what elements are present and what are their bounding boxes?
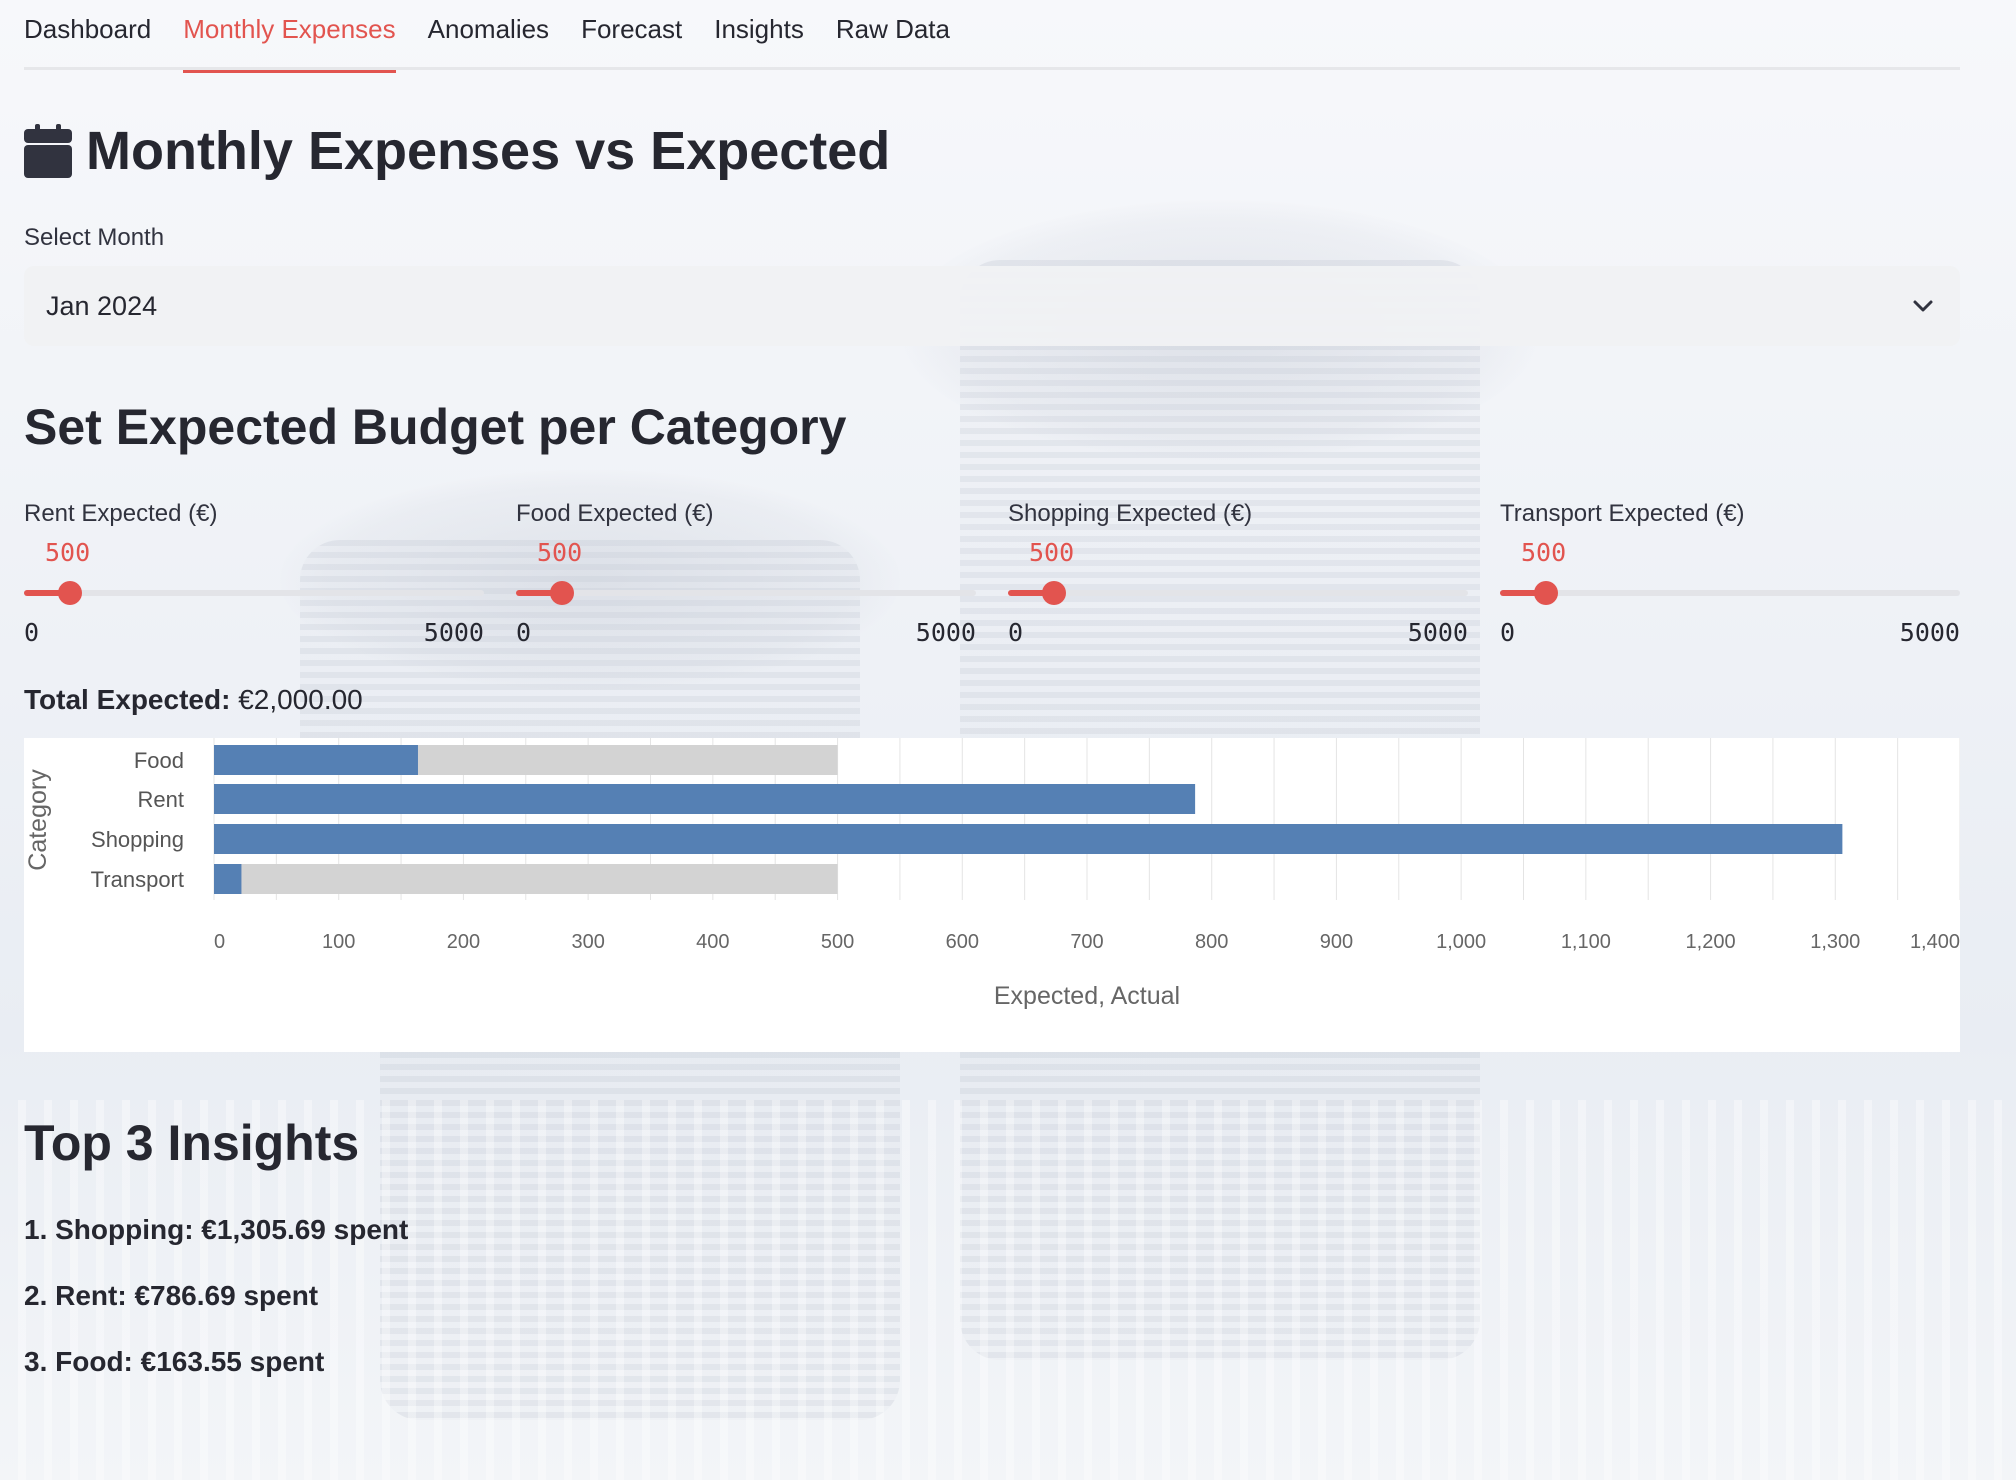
- slider-min: 0: [24, 618, 40, 647]
- shopping-expected-slider: Shopping Expected (€) 500 0 5000: [1008, 500, 1468, 650]
- total-expected-label: Total Expected:: [24, 684, 231, 715]
- month-select-value: Jan 2024: [46, 290, 158, 321]
- insight-item: 3. Food: €163.55 spent: [24, 1346, 325, 1377]
- tab-forecast[interactable]: Forecast: [581, 14, 683, 44]
- expenses-chart: Food Rent Shopping Transport 0 100 200 300 400 50…: [24, 738, 1960, 1052]
- tab-anomalies[interactable]: Anomalies: [427, 14, 550, 44]
- budget-section-title: Set Expected Budget per Category: [24, 399, 847, 455]
- slider-fill: [1500, 590, 1546, 596]
- x-tick-label: 500: [821, 931, 854, 953]
- slider-track[interactable]: [24, 581, 484, 605]
- x-tick-label: 1,000: [1436, 931, 1486, 953]
- category-tick-label: Food: [134, 748, 184, 773]
- slider-track[interactable]: [1008, 581, 1468, 605]
- food-expected-slider: Food Expected (€) 500 0 5000: [516, 500, 976, 650]
- tab-monthly-expenses[interactable]: Monthly Expenses: [183, 0, 397, 73]
- bar-expected-transport: [214, 864, 838, 894]
- x-tick-label: 900: [1320, 931, 1353, 953]
- rent-expected-slider: Rent Expected (€) 500 0 5000: [24, 500, 484, 650]
- slider-max: 5000: [1407, 618, 1468, 647]
- x-tick-label: 400: [696, 931, 729, 953]
- total-expected-value: €2,000.00: [238, 684, 363, 715]
- page-title-row: Monthly Expenses vs Expected: [24, 120, 1960, 182]
- total-expected: Total Expected: €2,000.00: [24, 684, 1960, 716]
- month-select-label: Select Month: [24, 224, 165, 251]
- slider-thumb[interactable]: [550, 581, 574, 605]
- category-tick-label: Shopping: [91, 827, 184, 852]
- x-tick-label: 1,300: [1810, 931, 1860, 953]
- month-select[interactable]: Jan 2024: [24, 266, 1960, 346]
- budget-sliders: Rent Expected (€) 500 0 5000 Food Expect…: [24, 500, 1960, 650]
- tab-bar: Dashboard Monthly Expenses Anomalies For…: [24, 0, 1960, 73]
- slider-thumb[interactable]: [58, 581, 82, 605]
- slider-max: 5000: [423, 618, 484, 647]
- slider-max: 5000: [1899, 618, 1960, 647]
- x-tick-label: 0: [214, 931, 225, 953]
- y-axis-title: Category: [24, 769, 52, 871]
- calendar-icon: [24, 124, 72, 178]
- expenses-bar-chart: Food Rent Shopping Transport 0 100 200 300 400 50…: [24, 738, 1960, 1010]
- transport-expected-slider: Transport Expected (€) 500 0 5000: [1500, 500, 1960, 650]
- slider-track[interactable]: [516, 581, 976, 605]
- bar-actual-food: [214, 745, 418, 775]
- slider-fill: [24, 590, 70, 596]
- tab-insights[interactable]: Insights: [714, 14, 804, 44]
- category-tick-label: Rent: [138, 787, 184, 812]
- slider-fill: [516, 590, 562, 596]
- insight-item: 2. Rent: €786.69 spent: [24, 1280, 319, 1311]
- x-tick-label: 100: [322, 931, 355, 953]
- slider-value: 500: [1029, 538, 1075, 567]
- slider-min: 0: [1500, 618, 1516, 647]
- slider-label: Food Expected (€): [516, 500, 714, 527]
- x-tick-label: 600: [946, 931, 979, 953]
- slider-thumb[interactable]: [1042, 581, 1066, 605]
- slider-value: 500: [537, 538, 583, 567]
- insights-title: Top 3 Insights: [24, 1115, 360, 1171]
- slider-label: Rent Expected (€): [24, 500, 218, 527]
- slider-track[interactable]: [1500, 581, 1960, 605]
- slider-fill: [1008, 590, 1054, 596]
- x-axis-title: Expected, Actual: [994, 982, 1180, 1010]
- x-tick-label: 300: [571, 931, 604, 953]
- slider-thumb[interactable]: [1534, 581, 1558, 605]
- tab-dashboard[interactable]: Dashboard: [24, 14, 152, 44]
- x-tick-label: 1,400: [1910, 931, 1960, 953]
- bar-actual-shopping: [214, 824, 1843, 854]
- insight-item: 1. Shopping: €1,305.69 spent: [24, 1214, 409, 1245]
- x-tick-label: 1,100: [1561, 931, 1611, 953]
- slider-value: 500: [1521, 538, 1567, 567]
- slider-value: 500: [45, 538, 91, 567]
- slider-max: 5000: [915, 618, 976, 647]
- x-tick-label: 200: [447, 931, 480, 953]
- x-tick-label: 1,200: [1686, 931, 1736, 953]
- slider-min: 0: [1008, 618, 1024, 647]
- slider-min: 0: [516, 618, 532, 647]
- x-tick-label: 800: [1195, 931, 1228, 953]
- x-tick-label: 700: [1070, 931, 1103, 953]
- page-title: Monthly Expenses vs Expected: [86, 121, 891, 181]
- bar-actual-transport: [214, 864, 242, 894]
- bar-actual-rent: [214, 784, 1196, 814]
- tab-raw-data[interactable]: Raw Data: [835, 14, 950, 44]
- chevron-down-icon[interactable]: [1910, 293, 1936, 319]
- slider-label: Transport Expected (€): [1500, 500, 1745, 527]
- slider-label: Shopping Expected (€): [1008, 500, 1253, 527]
- category-tick-label: Transport: [91, 867, 184, 892]
